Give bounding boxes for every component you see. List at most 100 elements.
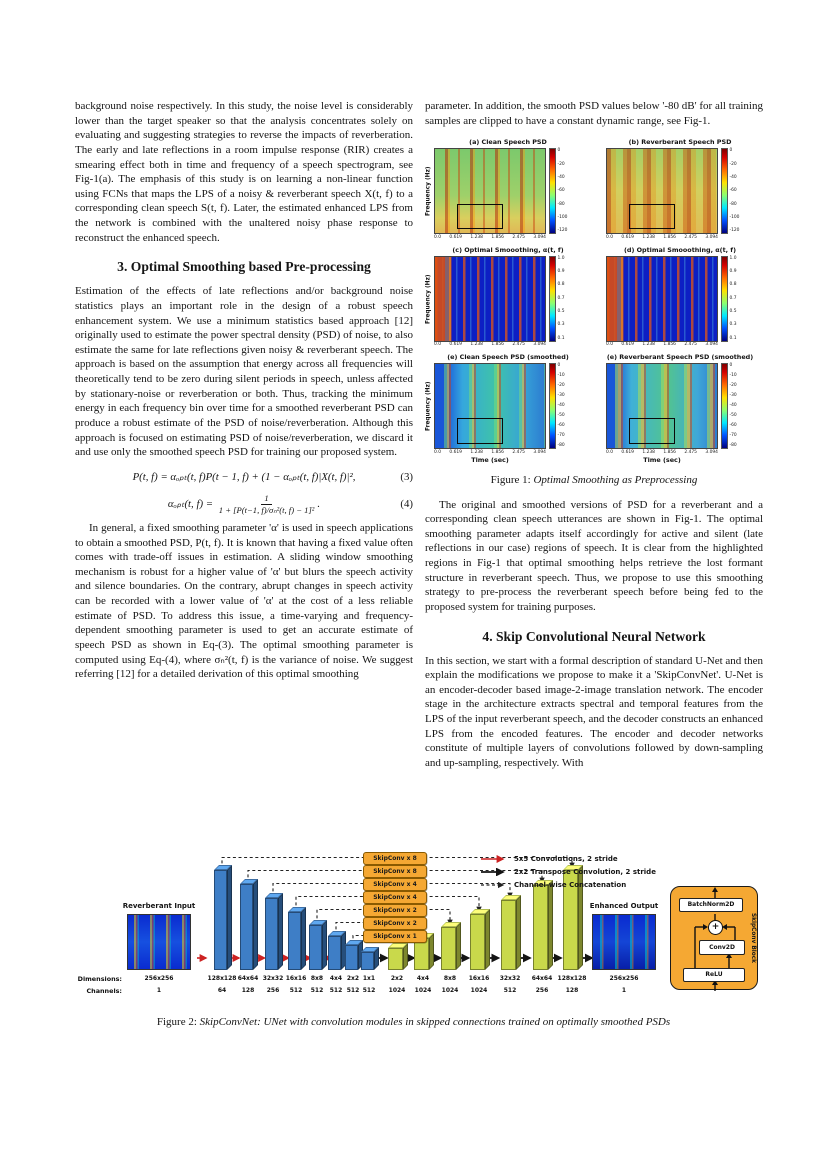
- x-tick: 0.0: [434, 449, 441, 455]
- x-tick: 1.856: [491, 342, 504, 348]
- colorbar-tick: -60: [729, 423, 737, 429]
- skipconv-module-label: SkipConv x 4: [363, 891, 427, 904]
- skipconv-block-side-label: SkipConv Block: [750, 912, 756, 964]
- x-tick: 3.094: [705, 449, 718, 455]
- black-arrow-icon: [481, 867, 505, 876]
- block-channels: 1024: [414, 987, 432, 994]
- colorbar-tick: -70: [729, 433, 737, 439]
- block-dimension: 32x32: [262, 975, 284, 982]
- figure2-caption-prefix: Figure 2:: [156, 1016, 197, 1028]
- figure1-panels: (a) Clean Speech PSD Frequency (Hz) 0.0 0.6…: [425, 138, 763, 465]
- colorbar-tick: 0.7: [557, 295, 565, 301]
- x-tick: 0.0: [434, 342, 441, 348]
- x-ticks: 0.0 0.619 1.238 1.856 2.475 3.094: [606, 342, 718, 348]
- legend-concat: Channel-wise Concatenation: [479, 878, 656, 891]
- decoder-block: [532, 880, 553, 970]
- colorbar-tick: -80: [557, 201, 565, 207]
- paragraph-parameter: parameter. In addition, the smooth PSD v…: [425, 100, 763, 127]
- x-tick: 1.856: [663, 449, 676, 455]
- block-channels: 256: [535, 987, 549, 994]
- channels-row-label: Channels:: [86, 987, 122, 995]
- colorbar-ticks: 0 -10 -20 -30 -40 -50 -60 -70 -80: [730, 363, 737, 449]
- colorbar-tick: -20: [557, 161, 565, 167]
- colorbar-tick: 0.8: [557, 282, 565, 288]
- panel-title: (b) Reverberant Speech PSD: [628, 138, 732, 147]
- figure1-panel: (d) Optimal Smooothing, α(t, f) 0.0 0.619 1…: [597, 246, 763, 348]
- figure1-caption-prefix: Figure 1:: [490, 473, 531, 486]
- x-ticks: 0.0 0.619 1.238 1.856 2.475 3.094: [434, 235, 546, 241]
- legend-conv: 5x5 Convolutions, 2 stride: [479, 852, 656, 865]
- colorbar-tick: 0.5: [729, 309, 737, 315]
- highlight-box: [629, 418, 675, 444]
- figure2-legend: 5x5 Convolutions, 2 stride 2x2 Transpose…: [479, 852, 656, 891]
- colorbar-tick: -80: [729, 201, 737, 207]
- colorbar-tick: -120: [557, 228, 568, 234]
- equation-4-lhs: αₒₚₜ(t, f) =: [167, 498, 214, 511]
- x-ticks: 0.0 0.619 1.238 1.856 2.475 3.094: [606, 235, 718, 241]
- x-ticks: 0.0 0.619 1.238 1.856 2.475 3.094: [434, 342, 546, 348]
- colorbar-tick: -50: [729, 413, 737, 419]
- colorbar-tick: -20: [729, 161, 737, 167]
- block-dimension: 4x4: [329, 975, 343, 982]
- block-dimension: 256x256: [144, 975, 174, 982]
- encoder-block: [287, 907, 306, 970]
- colorbar: [721, 255, 728, 342]
- block-channels: 1: [621, 987, 627, 994]
- block-dimension: 2x2: [346, 975, 360, 982]
- colorbar-tick: -70: [557, 433, 565, 439]
- colorbar: [549, 363, 556, 450]
- x-tick: 1.856: [491, 234, 504, 240]
- colorbar-tick: 0.5: [557, 309, 565, 315]
- colorbar-tick: 0: [557, 148, 561, 154]
- equation-3-body: P(t, f) = αₒₚₜ(t, f)P(t − 1, f) + (1 − α…: [132, 470, 356, 483]
- skipconv-module-label: SkipConv x 8: [363, 852, 427, 865]
- block-dimension: 32x32: [499, 975, 521, 982]
- colorbar-tick: -80: [729, 443, 737, 449]
- sum-node-icon: +: [708, 920, 723, 935]
- relu-box: ReLU: [683, 968, 745, 982]
- colorbar-tick: -100: [729, 214, 740, 220]
- highlight-box: [629, 203, 675, 230]
- block-dimension: 256x256: [609, 975, 639, 982]
- x-tick: 0.619: [449, 342, 462, 348]
- colorbar-tick: -20: [729, 383, 737, 389]
- skipconv-module-label: SkipConv x 4: [363, 878, 427, 891]
- figure1-panel: (e) Reverberant Speech PSD (smoothed) 0.0…: [597, 353, 763, 465]
- y-axis-label: Frequency (Hz): [425, 381, 432, 431]
- colorbar-tick: -10: [557, 373, 565, 379]
- encoder-block: [344, 940, 363, 970]
- spectrogram-image: [606, 255, 718, 342]
- panel-title: (a) Clean Speech PSD: [469, 138, 547, 147]
- x-tick: 0.0: [606, 449, 613, 455]
- colorbar-tick: 0.1: [729, 335, 737, 341]
- x-tick: 0.0: [606, 342, 613, 348]
- colorbar-tick: -20: [557, 383, 565, 389]
- spectrogram-image: [606, 363, 718, 450]
- skipconv-block-wiring: [694, 887, 736, 991]
- colorbar-tick: 0.3: [557, 322, 565, 328]
- paragraph-alpha: In general, a fixed smoothing parameter …: [75, 521, 413, 681]
- block-channels: 1024: [441, 987, 459, 994]
- block-channels: 1024: [388, 987, 406, 994]
- skipconv-module-label: SkipConv x 1: [363, 930, 427, 943]
- highlight-box: [457, 203, 503, 230]
- colorbar: [721, 363, 728, 450]
- x-tick: 0.0: [606, 234, 613, 240]
- x-tick: 2.475: [684, 234, 697, 240]
- figure2-caption-text: SkipConvNet: UNet with convolution modul…: [199, 1016, 671, 1028]
- colorbar-ticks: 0 -20 -40 -60 -80 -100 -120: [558, 148, 568, 234]
- block-channels: 1: [156, 987, 162, 994]
- skipconv-module-label: SkipConv x 8: [363, 865, 427, 878]
- block-dimension: 4x4: [416, 975, 430, 982]
- x-tick: 1.238: [470, 234, 483, 240]
- colorbar-tick: -30: [557, 393, 565, 399]
- block-channels: 512: [503, 987, 517, 994]
- figure1-caption-text: Optimal Smoothing as Preprocessing: [533, 473, 698, 486]
- block-dimension: 8x8: [443, 975, 457, 982]
- x-tick: 3.094: [705, 234, 718, 240]
- colorbar-ticks: 0 -10 -20 -30 -40 -50 -60 -70 -80: [558, 363, 565, 449]
- right-column: parameter. In addition, the smooth PSD v…: [425, 99, 763, 775]
- block-channels: 128: [565, 987, 579, 994]
- block-dimension: 16x16: [285, 975, 307, 982]
